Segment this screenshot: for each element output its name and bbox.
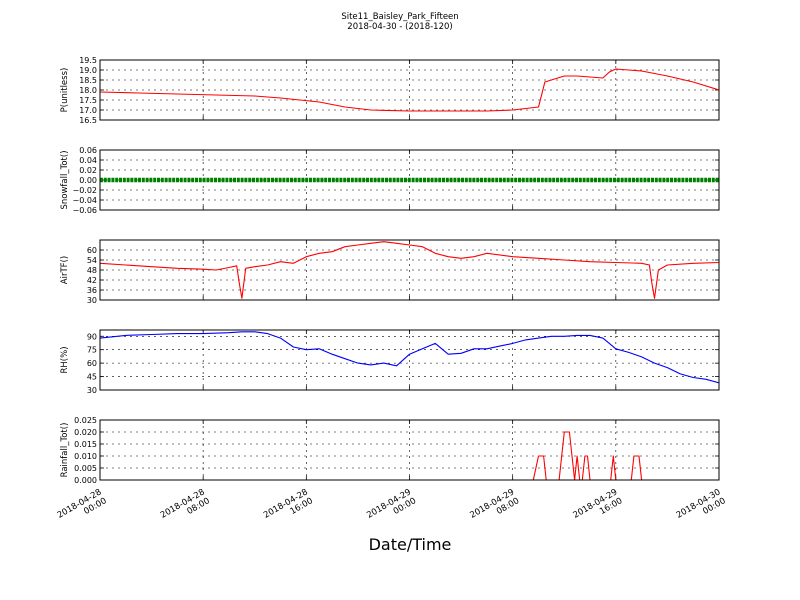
- y-tick-label: 90: [87, 332, 97, 341]
- y-tick-label: 0.020: [74, 428, 97, 437]
- y-tick-label: 17.0: [79, 106, 97, 115]
- y-tick-label: 30: [87, 386, 97, 395]
- series-line: [100, 241, 719, 299]
- series-line: [100, 331, 719, 384]
- y-tick-label: 0.02: [79, 166, 97, 175]
- chart-title: Site11_Baisley_Park_Fifteen: [341, 12, 458, 22]
- panel-1: 16.517.017.518.018.519.019.5 P(unitless): [60, 56, 720, 125]
- y-tick-label: 42: [87, 276, 97, 285]
- y-tick-label: 30: [87, 296, 97, 305]
- y-tick-label: 0.010: [74, 452, 97, 461]
- y-tick-label: −0.06: [72, 206, 97, 215]
- x-tick-label: 2018-04-2816:00: [262, 487, 315, 529]
- chart-subtitle: 2018-04-30 - (2018-120): [347, 22, 452, 32]
- plot-frame: [99, 419, 720, 481]
- y-tick-label: 0.04: [79, 156, 97, 165]
- y-tick-label: 48: [87, 266, 97, 275]
- y-tick-label: 19.5: [79, 56, 97, 65]
- x-tick-label: 2018-04-2908:00: [468, 487, 521, 529]
- y-tick-label: 60: [87, 246, 97, 255]
- y-tick-label: 18.0: [79, 86, 97, 95]
- plot-frame: [99, 59, 720, 121]
- x-axis-label: Date/Time: [369, 535, 452, 554]
- y-axis-label: Rainfall_Tot(): [60, 423, 70, 478]
- plot-frame: [99, 329, 720, 391]
- y-tick-label: 19.0: [79, 66, 97, 75]
- y-tick-label: 0.005: [74, 464, 97, 473]
- y-tick-label: 18.5: [79, 76, 97, 85]
- x-tick-label: 2018-04-2808:00: [159, 487, 212, 529]
- y-tick-label: 36: [87, 286, 97, 295]
- x-tick-label: 2018-04-3000:00: [675, 487, 728, 529]
- panels: 16.517.017.518.018.519.019.5 P(unitless) −…: [60, 56, 720, 485]
- panel-4: 30 45 60 75 90 RH(%): [60, 329, 720, 395]
- y-tick-label: 16.5: [79, 116, 97, 125]
- y-tick-label: 0.025: [74, 416, 97, 425]
- y-tick-label: 60: [87, 359, 97, 368]
- y-axis-label: P(unitless): [60, 68, 70, 113]
- y-tick-label: 75: [87, 346, 97, 355]
- y-axis-label: Snowfall_Tot(): [60, 150, 70, 209]
- y-axis-label: RH(%): [60, 346, 70, 373]
- panel-2: −0.06−0.04−0.020.000.020.040.06 Snowfall_…: [60, 146, 720, 215]
- y-axis-label: AirTF(): [60, 256, 70, 284]
- y-tick-label: 0.00: [79, 176, 97, 185]
- x-tick-label: 2018-04-2916:00: [572, 487, 625, 529]
- plot-frame: [99, 149, 720, 211]
- x-tick-label: 2018-04-2900:00: [365, 487, 418, 529]
- y-tick-label: 0.000: [74, 476, 97, 485]
- series-line: [100, 68, 719, 112]
- plot-frame: [99, 239, 720, 301]
- panel-5: 0.000 0.005 0.010 0.015 0.020 0.025 Rainfall_T…: [60, 416, 720, 485]
- y-tick-label: 0.015: [74, 440, 97, 449]
- y-tick-label: 54: [87, 256, 97, 265]
- y-tick-label: −0.04: [72, 196, 97, 205]
- y-tick-label: −0.02: [72, 186, 97, 195]
- x-tick-labels: 2018-04-2800:00 2018-04-2808:00 2018-04-28…: [56, 487, 728, 529]
- x-tick-label: 2018-04-2800:00: [56, 487, 109, 529]
- y-tick-label: 0.06: [79, 146, 97, 155]
- y-tick-label: 17.5: [79, 96, 97, 105]
- y-tick-label: 45: [87, 373, 97, 382]
